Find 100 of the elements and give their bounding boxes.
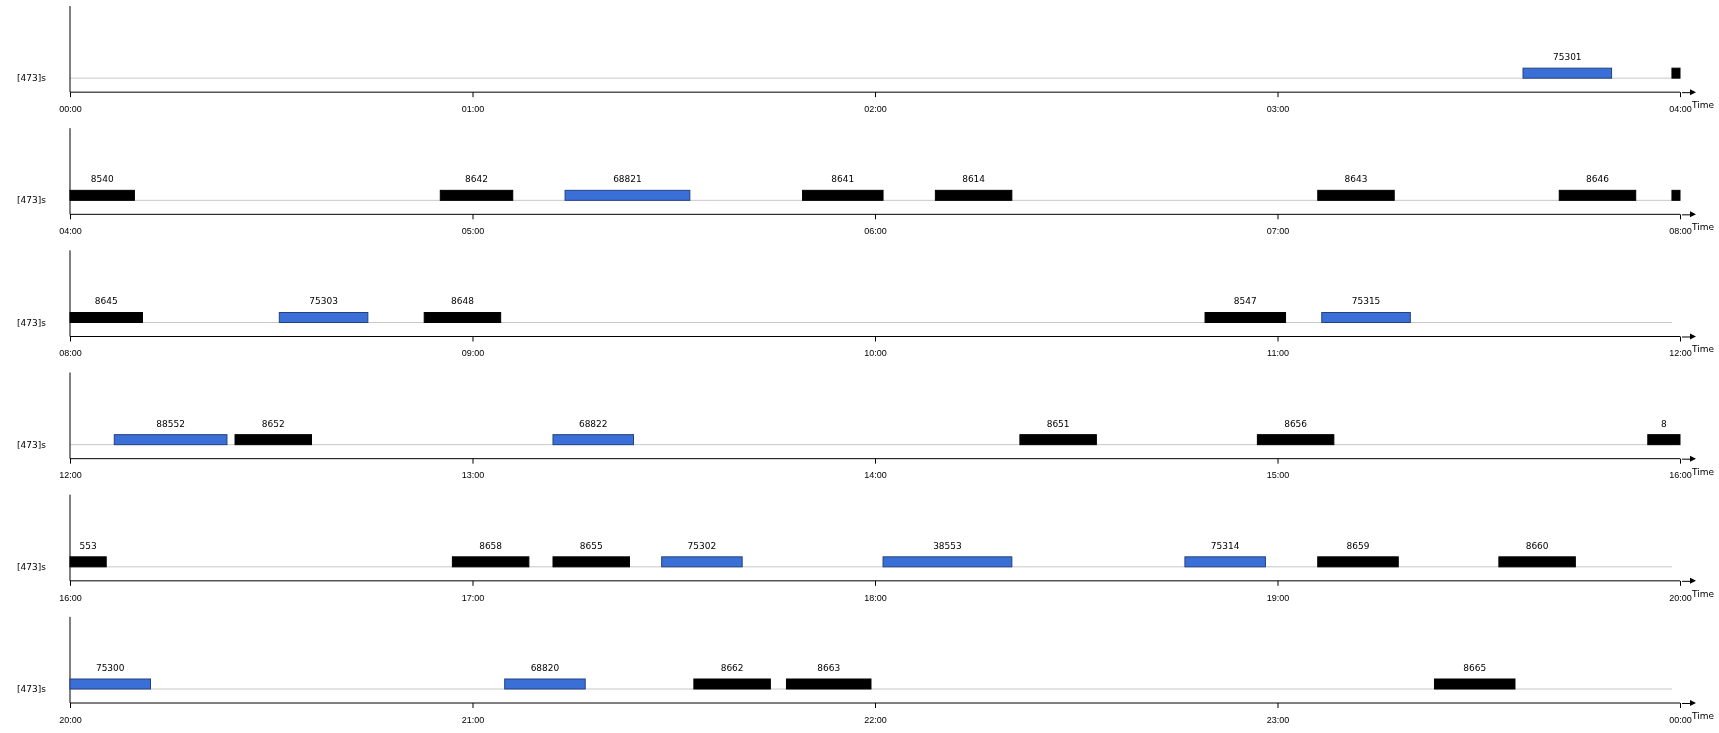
bar [693, 678, 771, 690]
x-tick-label: 09:00 [461, 348, 485, 359]
y-tick-label: [473]s [17, 317, 47, 328]
x-tick-label: 01:00 [461, 103, 485, 114]
x-tick-label: 12:00 [59, 470, 82, 481]
x-tick-label: 00:00 [59, 103, 82, 114]
series-label: 8663 [817, 663, 841, 673]
series-label: 75315 [1351, 296, 1381, 307]
bar [564, 189, 691, 201]
series-label: 75302 [687, 540, 717, 551]
series-label: 75303 [309, 296, 338, 307]
series-label: 8547 [1233, 296, 1257, 307]
x-tick-label: 23:00 [1266, 714, 1290, 725]
x-tick-label: 04:00 [1669, 103, 1692, 114]
x-tick-label: 21:00 [461, 714, 485, 725]
series-label: 8655 [579, 540, 603, 551]
x-tick-label: 02:00 [864, 103, 887, 114]
y-tick-label: [473]s [17, 73, 47, 84]
series-label: 8660 [1525, 540, 1549, 551]
x-tick-label: 17:00 [461, 592, 485, 603]
bar [1019, 434, 1097, 446]
bar [1204, 312, 1287, 323]
series-label: 75314 [1210, 540, 1240, 551]
series-label: 75300 [95, 663, 125, 673]
x-tick-label: 04:00 [59, 226, 82, 237]
bar [1184, 556, 1266, 568]
series-label: 8662 [720, 663, 744, 673]
x-axis-title: Time [1691, 588, 1715, 599]
x-tick-label: 22:00 [864, 714, 887, 725]
x-tick-label: 15:00 [1266, 470, 1290, 481]
series-label: 8648 [450, 296, 475, 307]
bar [1256, 434, 1335, 446]
x-axis-title: Time [1691, 466, 1715, 477]
series-label: 8651 [1046, 418, 1070, 429]
bar [504, 678, 586, 690]
series-label: 68822 [578, 418, 608, 429]
series-label: 8641 [831, 174, 855, 185]
x-tick-label: 20:00 [59, 714, 82, 725]
x-tick-label: 19:00 [1266, 592, 1290, 603]
bar [1317, 189, 1395, 201]
series-label: 8540 [90, 174, 114, 185]
bar [802, 189, 884, 201]
series-label: 8656 [1284, 418, 1308, 429]
x-tick-label: 08:00 [59, 348, 82, 359]
series-label: 8642 [465, 174, 488, 185]
series-label: 8652 [261, 418, 285, 429]
series-label: 8 [1661, 418, 1668, 429]
bar [1498, 556, 1576, 568]
bar [785, 678, 872, 690]
bar [1558, 189, 1637, 201]
x-tick-label: 18:00 [864, 592, 887, 603]
bar [1321, 312, 1411, 323]
y-tick-label: [473]s [17, 561, 47, 572]
y-tick-label: [473]s [17, 684, 47, 695]
series-label: 88552 [156, 418, 185, 429]
bar [552, 434, 634, 446]
series-label: 8659 [1346, 540, 1370, 551]
bar [1647, 434, 1681, 446]
x-axis-title: Time [1691, 344, 1715, 355]
y-tick-label: [473]s [17, 195, 47, 206]
series-label: 68820 [530, 663, 560, 673]
x-tick-label: 07:00 [1266, 226, 1290, 237]
series-label: 38553 [933, 540, 962, 551]
x-tick-label: 10:00 [864, 348, 887, 359]
bar [1317, 556, 1399, 568]
bar [439, 189, 514, 201]
series-label: 8614 [962, 174, 986, 185]
y-tick-label: [473]s [17, 439, 47, 450]
x-axis-title: Time [1691, 222, 1715, 233]
bar [69, 678, 151, 690]
series-label: 68821 [613, 174, 642, 185]
series-label: 8646 [1586, 174, 1610, 185]
bar [1671, 189, 1681, 201]
x-tick-label: 16:00 [1669, 470, 1692, 481]
series-label: 8665 [1463, 663, 1487, 673]
bar [882, 556, 1013, 568]
bar [661, 556, 743, 568]
x-tick-label: 05:00 [461, 226, 485, 237]
x-tick-label: 03:00 [1266, 103, 1290, 114]
series-label: 8645 [94, 296, 118, 307]
bar [423, 312, 502, 323]
bar [278, 312, 369, 323]
x-tick-label: 14:00 [864, 470, 887, 481]
x-tick-label: 00:00 [1669, 714, 1692, 725]
bar [113, 434, 228, 446]
x-axis-title: Time [1691, 711, 1715, 721]
x-tick-label: 12:00 [1669, 348, 1692, 359]
bar [934, 189, 1013, 201]
x-tick-label: 08:00 [1669, 226, 1692, 237]
series-label: 8658 [479, 540, 503, 551]
series-label: 553 [79, 540, 97, 551]
bar [234, 434, 312, 446]
x-tick-label: 13:00 [461, 470, 485, 481]
x-axis-title: Time [1691, 100, 1715, 111]
series-label: 75301 [1552, 52, 1582, 63]
bar [552, 556, 630, 568]
x-tick-label: 20:00 [1669, 592, 1692, 603]
series-label: 8643 [1344, 174, 1368, 185]
bar [451, 556, 530, 568]
x-tick-label: 16:00 [59, 592, 82, 603]
